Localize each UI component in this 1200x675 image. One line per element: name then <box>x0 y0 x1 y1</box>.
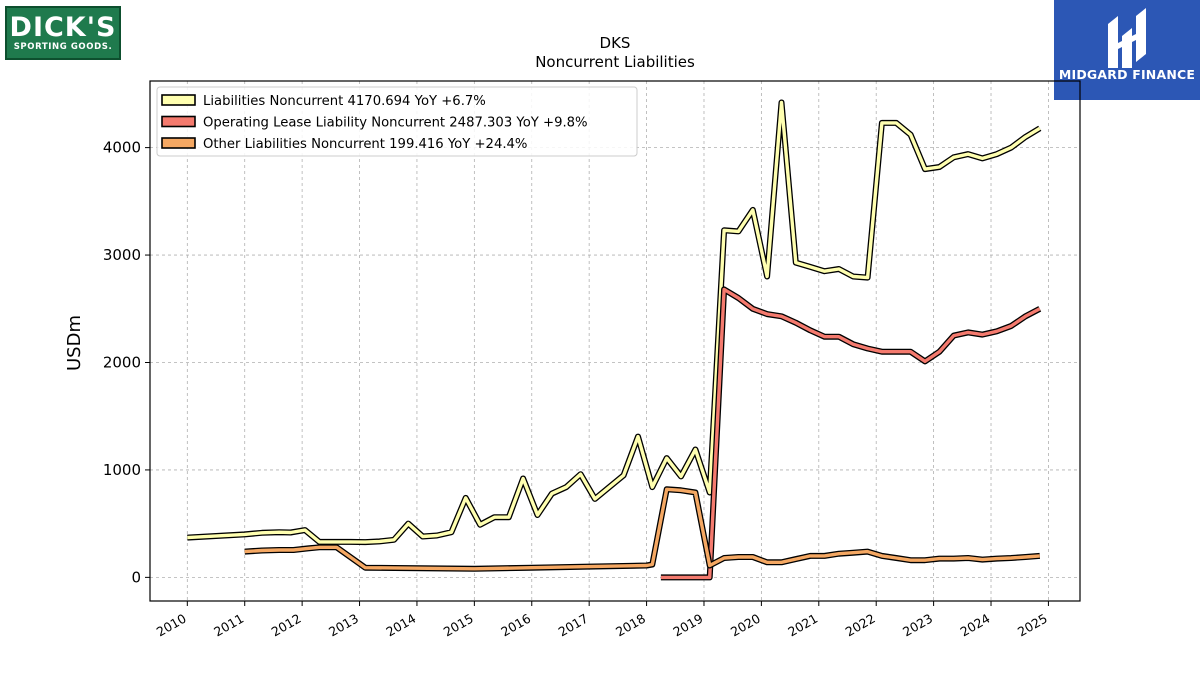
x-tick-label: 2024 <box>957 611 992 640</box>
x-tick-label: 2014 <box>383 611 418 640</box>
other-liabilities-noncurrent-line <box>244 487 1040 571</box>
dicks-logo: DICK'S SPORTING GOODS. <box>5 6 121 60</box>
legend-swatch <box>161 115 196 128</box>
legend: Liabilities Noncurrent 4170.694 YoY +6.7… <box>156 86 638 157</box>
x-tick-label: 2019 <box>670 611 705 640</box>
legend-entry-label: Liabilities Noncurrent 4170.694 YoY +6.7… <box>203 94 486 109</box>
midgard-mark-icon <box>1108 8 1146 68</box>
x-tick-label: 2020 <box>728 611 763 640</box>
legend-box <box>156 86 638 157</box>
x-tick-label: 2010 <box>154 611 189 640</box>
x-tick-label: 2012 <box>269 611 304 640</box>
liabilities-noncurrent-line <box>187 100 1041 544</box>
plot-frame <box>149 80 1081 602</box>
midgard-finance-logo: MIDGARD FINANCE <box>1054 0 1200 100</box>
y-tick-label: 4000 <box>103 139 141 157</box>
x-axis: 2010 2011 2012 2013 2014 2015 2016 2017 2018 2019… <box>154 601 1050 640</box>
x-tick-label: 2011 <box>211 611 246 640</box>
grid-lines <box>150 81 1080 601</box>
chart-subtitle: Noncurrent Liabilities <box>535 53 695 71</box>
x-tick-label: 2023 <box>900 611 935 640</box>
midgard-finance-name: MIDGARD FINANCE <box>1058 67 1196 82</box>
legend-swatch <box>161 137 196 149</box>
x-tick-label: 2017 <box>556 611 591 640</box>
y-tick-label: 3000 <box>103 246 141 264</box>
y-tick-label: 2000 <box>103 353 141 371</box>
y-axis-label: USDm <box>64 315 85 371</box>
y-tick-label: 0 <box>131 568 141 586</box>
x-tick-label: 2013 <box>326 611 361 640</box>
chart-title: DKS <box>600 34 631 52</box>
dicks-logo-wordmark: DICK'S <box>9 11 117 43</box>
other-liabilities-noncurrent-line-outline <box>244 486 1041 572</box>
x-tick-label: 2016 <box>498 611 533 640</box>
legend-entry-label: Other Liabilities Noncurrent 199.416 YoY… <box>203 137 527 152</box>
x-tick-label: 2018 <box>613 611 648 640</box>
operating-lease-liability-noncurrent-line <box>660 287 1041 580</box>
x-tick-label: 2021 <box>785 611 820 640</box>
x-tick-label: 2022 <box>843 611 878 640</box>
y-axis: 0 1000 2000 3000 4000 <box>103 139 150 586</box>
y-tick-label: 1000 <box>103 461 141 479</box>
dicks-logo-subtitle: SPORTING GOODS. <box>13 41 113 52</box>
legend-entry-label: Operating Lease Liability Noncurrent 248… <box>203 116 588 131</box>
legend-swatch <box>161 94 196 106</box>
x-tick-label: 2015 <box>441 611 476 640</box>
x-tick-label: 2025 <box>1015 611 1050 640</box>
liabilities-noncurrent-line-outline <box>187 99 1042 546</box>
series-lines <box>187 99 1042 581</box>
